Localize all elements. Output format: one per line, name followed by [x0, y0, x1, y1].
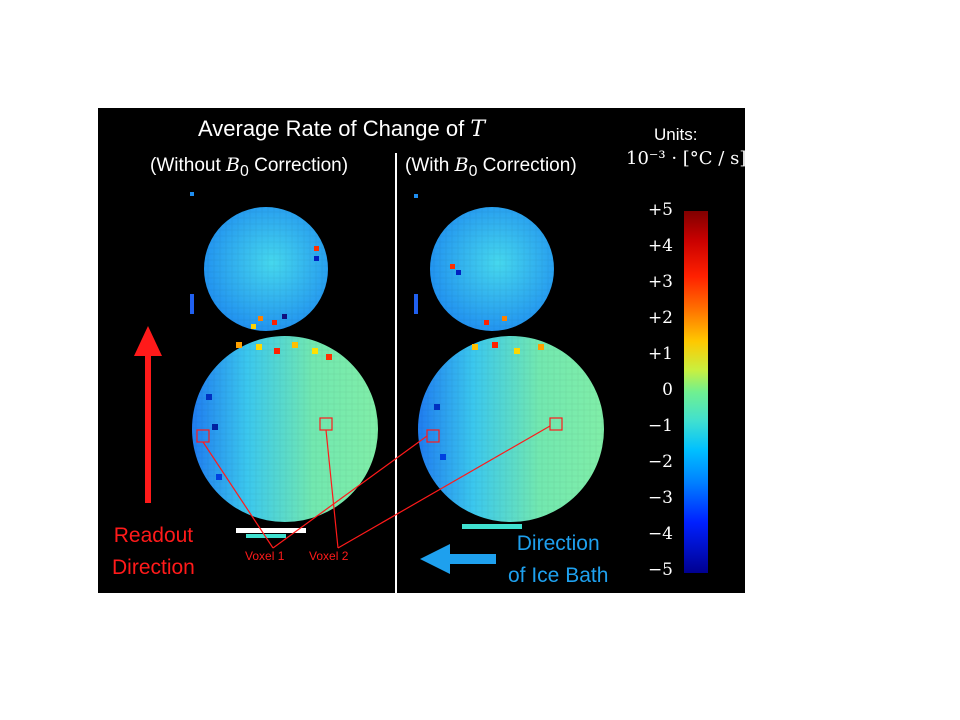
colorbar-tick: 0 [662, 380, 673, 400]
right-large-sphere [418, 336, 604, 522]
left-phantom-map [190, 192, 378, 538]
voxel-1-label: Voxel 1 [245, 549, 285, 563]
left-large-sphere [192, 336, 378, 522]
voxel-annotations [196, 417, 563, 549]
ice-bath-arrow-icon [420, 544, 496, 574]
colorbar [684, 211, 708, 573]
colorbar-tick: −3 [647, 488, 673, 508]
annotations-layer [134, 192, 604, 574]
colorbar-tick: −2 [647, 452, 673, 472]
colorbar-tick: +1 [647, 344, 673, 364]
figure-panel: Average Rate of Change of T (Without B0 … [98, 108, 747, 593]
colorbar-tick: +5 [647, 200, 673, 220]
right-small-sphere [430, 207, 554, 331]
colorbar-tick: +2 [647, 308, 673, 328]
right-phantom-map [414, 194, 604, 529]
units-label: Units: [654, 125, 698, 144]
colorbar-tick: −5 [647, 560, 673, 580]
voxel-2-leader-left [325, 429, 339, 549]
voxel-1-leader-right [272, 435, 428, 549]
readout-arrow-icon [134, 326, 162, 503]
panel-divider [395, 153, 397, 593]
voxel-1-leader-left [202, 441, 274, 549]
left-panel-caption: (Without B0 Correction) [150, 154, 349, 180]
voxel-2-label: Voxel 2 [309, 549, 349, 563]
colorbar-tick: −1 [647, 416, 673, 436]
ice-bath-direction-label: Direction of Ice Bath [508, 532, 609, 587]
voxel-2-leader-right [337, 425, 551, 549]
figure-title: Average Rate of Change of T [198, 116, 486, 142]
colorbar-tick: −4 [647, 524, 673, 544]
colorbar-tick: +4 [647, 236, 673, 256]
voxel-2-marker-right [549, 417, 563, 431]
units-formula: 10⁻³ · [°C / s] [626, 148, 747, 169]
left-small-sphere [204, 207, 328, 331]
colorbar-tick: +3 [647, 272, 673, 292]
readout-direction-label: Readout Direction [112, 524, 195, 579]
right-panel-caption: (With B0 Correction) [405, 154, 577, 180]
